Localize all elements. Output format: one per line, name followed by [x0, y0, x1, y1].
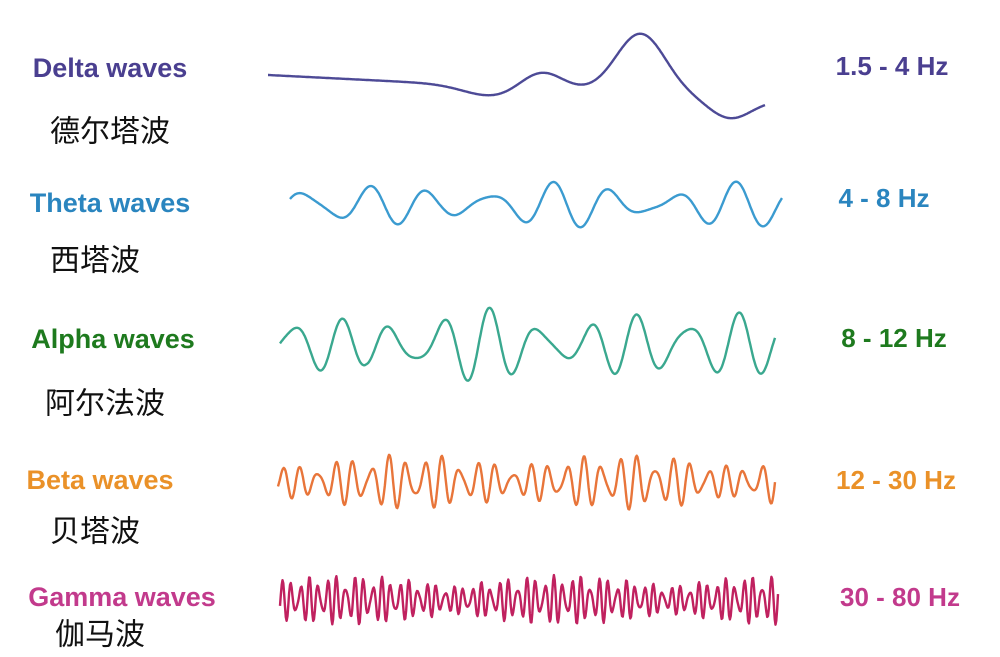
wave-chinese-name: 伽马波 — [55, 618, 145, 653]
frequency-range: 1.5 - 4 Hz — [836, 51, 949, 81]
frequency-range: 8 - 12 Hz — [841, 323, 947, 353]
wave-trace — [279, 306, 777, 382]
wave-name: Gamma waves — [28, 582, 216, 612]
wave-chinese-name: 贝塔波 — [50, 515, 140, 550]
wave-chinese-name: 阿尔法波 — [45, 387, 165, 422]
wave-trace — [278, 573, 780, 626]
wave-trace — [289, 180, 783, 229]
wave-trace — [267, 32, 766, 120]
frequency-range: 30 - 80 Hz — [840, 582, 960, 612]
wave-name: Theta waves — [30, 188, 191, 218]
wave-name: Beta waves — [26, 465, 173, 495]
frequency-range: 12 - 30 Hz — [836, 465, 956, 495]
frequency-range: 4 - 8 Hz — [838, 183, 929, 213]
wave-name: Delta waves — [33, 53, 188, 83]
wave-chinese-name: 德尔塔波 — [50, 115, 170, 150]
wave-name: Alpha waves — [31, 324, 195, 354]
wave-chinese-name: 西塔波 — [50, 244, 140, 279]
wave-trace — [276, 453, 777, 511]
